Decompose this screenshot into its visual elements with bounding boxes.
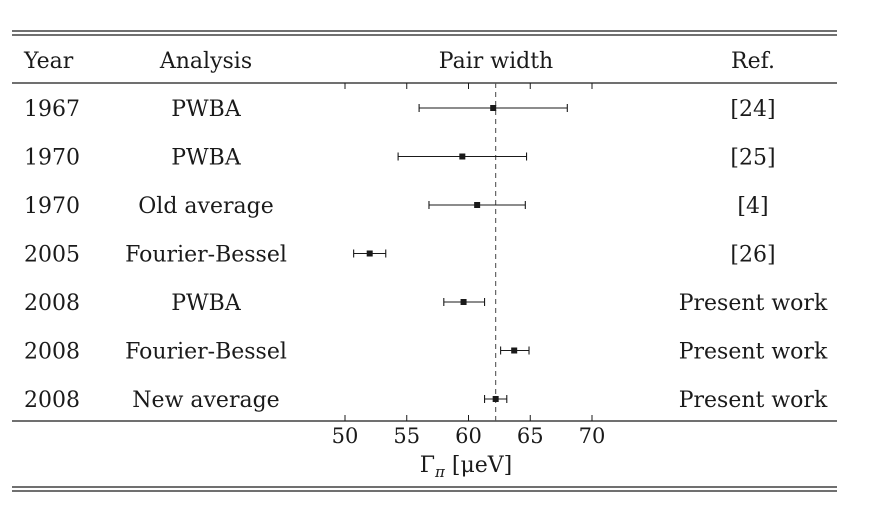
table-rules bbox=[12, 30, 837, 492]
data-point bbox=[490, 105, 497, 111]
tick-label: 55 bbox=[393, 424, 420, 448]
cell-analysis: PWBA bbox=[171, 146, 242, 171]
error-bar-marks bbox=[353, 104, 568, 403]
header-ref: Ref. bbox=[731, 49, 775, 74]
cell-ref: [25] bbox=[730, 146, 775, 171]
error-bar bbox=[500, 346, 530, 355]
data-point bbox=[459, 153, 466, 160]
cell-ref: [24] bbox=[730, 97, 775, 122]
cell-ref: [26] bbox=[730, 243, 775, 268]
cell-year: 2008 bbox=[24, 340, 80, 365]
error-bar bbox=[353, 249, 387, 258]
data-point bbox=[460, 299, 467, 305]
cell-year: 1970 bbox=[24, 194, 80, 219]
cell-year: 2005 bbox=[24, 243, 80, 268]
data-point bbox=[492, 396, 499, 402]
cell-analysis: Old average bbox=[138, 194, 273, 219]
error-bar bbox=[484, 395, 508, 403]
cell-ref: Present work bbox=[679, 340, 828, 365]
cell-analysis: New average bbox=[132, 388, 279, 413]
header-analysis: Analysis bbox=[159, 49, 252, 74]
cell-ref: Present work bbox=[679, 388, 828, 413]
tick-label: 50 bbox=[332, 424, 359, 448]
cell-analysis: PWBA bbox=[171, 97, 242, 122]
cell-year: 1967 bbox=[24, 97, 80, 122]
data-point bbox=[474, 202, 481, 208]
column-headers: Year Analysis Pair width Ref. bbox=[23, 49, 775, 74]
cell-year: 2008 bbox=[24, 291, 80, 316]
data-point bbox=[366, 250, 373, 257]
tick-label: 60 bbox=[455, 424, 482, 448]
cell-year: 1970 bbox=[24, 146, 80, 171]
error-bar bbox=[418, 104, 568, 112]
data-point bbox=[511, 347, 518, 354]
cell-ref: Present work bbox=[679, 291, 828, 316]
table-rows: 1967 PWBA [24] 1970 PWBA [25] 1970 Old average [… bbox=[24, 97, 828, 413]
error-bar bbox=[397, 152, 528, 161]
cell-analysis: Fourier-Bessel bbox=[125, 340, 287, 365]
x-axis-label: Γπ [μeV] bbox=[420, 453, 513, 481]
tick-label: 65 bbox=[517, 424, 544, 448]
header-pair-width: Pair width bbox=[439, 49, 553, 74]
error-bar bbox=[428, 201, 526, 209]
header-year: Year bbox=[23, 49, 74, 74]
cell-analysis: PWBA bbox=[171, 291, 242, 316]
x-axis: 50 55 60 65 70 bbox=[332, 83, 606, 448]
cell-analysis: Fourier-Bessel bbox=[125, 243, 287, 268]
cell-year: 2008 bbox=[24, 388, 80, 413]
error-bar bbox=[443, 298, 486, 306]
tick-label: 70 bbox=[579, 424, 606, 448]
cell-ref: [4] bbox=[737, 194, 768, 219]
